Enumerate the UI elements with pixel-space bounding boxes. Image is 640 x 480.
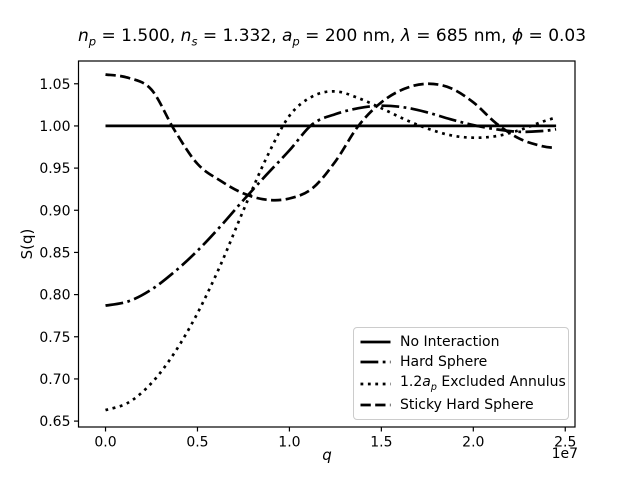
y-tick-label: 0.75 bbox=[39, 330, 70, 346]
y-tick-label: 0.70 bbox=[39, 372, 70, 388]
text-segment: s bbox=[191, 34, 198, 49]
legend-label: No Interaction bbox=[400, 334, 499, 350]
text-segment: q bbox=[322, 446, 332, 464]
x-tick-label: 2.5 bbox=[554, 435, 576, 451]
x-tick-label: 1.5 bbox=[370, 435, 392, 451]
text-segment: n bbox=[78, 26, 89, 46]
text-segment: p bbox=[88, 34, 97, 49]
x-tick-label: 2.0 bbox=[462, 435, 484, 451]
legend-line-sample bbox=[360, 382, 391, 385]
legend-line-sample bbox=[360, 340, 391, 344]
text-segment: = 0.03 bbox=[523, 26, 587, 46]
y-tick-label: 0.80 bbox=[39, 288, 70, 304]
text-segment: = 1.500, bbox=[96, 26, 181, 46]
legend-item-sticky-hard-sphere: Sticky Hard Sphere bbox=[360, 397, 562, 413]
text-segment: 1.2 bbox=[400, 374, 423, 391]
text-segment: a bbox=[282, 26, 293, 46]
legend-line-sample bbox=[360, 360, 391, 364]
series-line-hard-sphere bbox=[105, 104, 557, 307]
legend-label: 1.2ap Excluded Annulus bbox=[400, 374, 566, 393]
text-segment: = 1.332, bbox=[197, 26, 282, 46]
text-segment: n bbox=[180, 26, 192, 46]
y-tick-label: 0.65 bbox=[39, 414, 70, 430]
text-segment: Sticky Hard Sphere bbox=[400, 396, 534, 413]
x-axis-label: q bbox=[322, 446, 332, 464]
text-segment: λ bbox=[400, 26, 411, 46]
text-segment: p bbox=[292, 34, 300, 49]
legend-item-1-2a-p-excluded-annulus: 1.2ap Excluded Annulus bbox=[360, 374, 566, 393]
y-tick-label: 1.05 bbox=[39, 77, 70, 93]
legend-line-sample bbox=[360, 403, 391, 407]
legend-item-hard-sphere: Hard Sphere bbox=[360, 354, 562, 370]
y-tick-label: 0.85 bbox=[39, 245, 70, 261]
text-segment: No Interaction bbox=[400, 334, 500, 351]
series-line-sticky-hard-sphere bbox=[105, 73, 557, 202]
x-tick-label: 1.0 bbox=[278, 435, 300, 451]
y-tick-label: 1.00 bbox=[39, 119, 70, 135]
text-segment: = 200 nm, bbox=[299, 26, 401, 46]
text-segment: Hard Sphere bbox=[400, 354, 488, 371]
series-line-1-2a-p-excluded-annulus bbox=[105, 90, 557, 412]
text-segment: = 685 nm, bbox=[410, 26, 512, 46]
text-segment: Excluded Annulus bbox=[436, 374, 566, 391]
y-tick-label: 0.95 bbox=[39, 161, 70, 177]
y-axis-label: S(q) bbox=[18, 228, 36, 260]
x-tick-label: 0.5 bbox=[186, 435, 208, 451]
legend: No Interaction Hard Sphere 1.2ap Excluded … bbox=[353, 327, 569, 420]
text-segment: p bbox=[430, 381, 437, 393]
y-tick-label: 0.90 bbox=[39, 203, 70, 219]
x-tick-label: 0.0 bbox=[94, 435, 116, 451]
text-segment: ϕ bbox=[511, 26, 524, 46]
axis-offset-label: 1e7 bbox=[551, 446, 578, 462]
legend-label: Hard Sphere bbox=[400, 354, 487, 370]
chart-title: np = 1.500, ns = 1.332, ap = 200 nm, λ =… bbox=[78, 26, 586, 49]
legend-label: Sticky Hard Sphere bbox=[400, 397, 534, 413]
legend-item-no-interaction: No Interaction bbox=[360, 334, 562, 350]
axes-spines bbox=[77, 60, 576, 428]
text-segment: a bbox=[422, 374, 431, 391]
